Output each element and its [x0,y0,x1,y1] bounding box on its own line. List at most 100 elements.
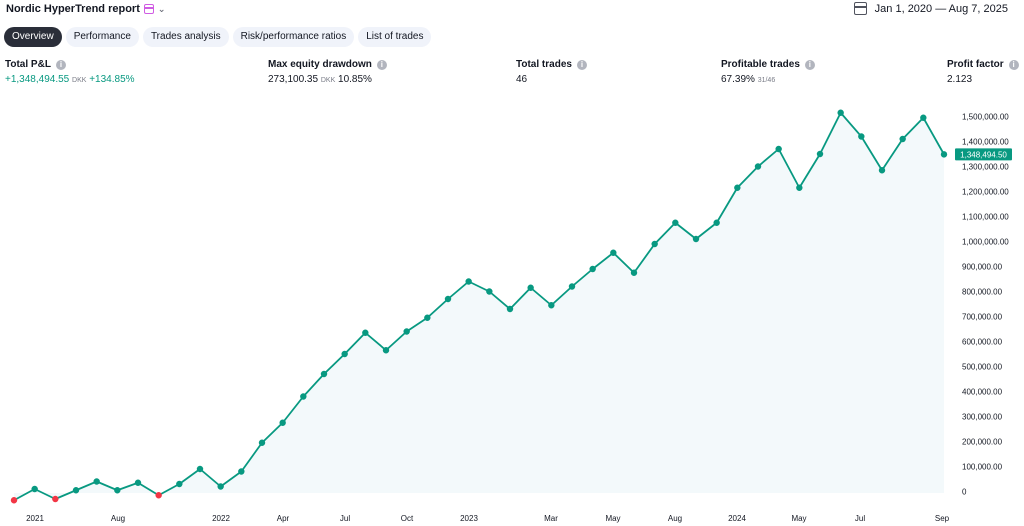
trade-point [754,163,762,170]
info-icon[interactable]: i [804,59,815,70]
max-drawdown-percent: 10.85% [338,74,372,85]
trade-point [320,370,328,378]
y-tick-label: 200,000.00 [962,438,1003,447]
profitable-trades-value: 67.39% [721,74,755,85]
y-tick-label: 700,000.00 [962,313,1003,322]
metric-total-trades: Total trades i 46 [516,59,587,85]
trade-point [258,439,266,446]
trade-point [217,483,224,490]
y-tick-label: 300,000.00 [962,413,1003,422]
tab-performance[interactable]: Performance [65,27,139,47]
tab-trades-analysis[interactable]: Trades analysis [142,27,229,47]
trade-point [734,184,741,191]
trade-point [858,133,865,140]
report-title: Nordic HyperTrend report [6,3,140,15]
loss-trade-point [52,495,59,503]
date-range-picker[interactable]: Jan 1, 2020 — Aug 7, 2025 [853,2,1008,15]
x-tick-label: Jul [340,514,350,523]
x-tick-label: Apr [277,514,290,523]
trade-point [134,479,142,486]
metric-label: Profit factor [947,59,1004,70]
x-tick-label: May [605,514,620,523]
trade-point [196,465,204,473]
trade-point [692,235,700,243]
trade-point [568,283,576,290]
trade-point [444,295,452,303]
trade-point [816,150,824,158]
trade-point [506,305,514,313]
equity-line [13,111,945,502]
trade-point [651,240,658,248]
info-icon[interactable]: i [1008,59,1019,70]
x-tick-label: 2023 [460,514,478,523]
report-tabs: Overview Performance Trades analysis Ris… [4,27,432,47]
info-icon[interactable]: i [55,59,66,70]
trade-point [589,265,596,273]
tab-list-of-trades[interactable]: List of trades [358,27,432,47]
profitable-trades-ratio: 31/46 [757,77,776,84]
metric-max-drawdown: Max equity drawdown i 273,100.35 DKK 10.… [268,59,387,85]
info-icon[interactable]: i [576,59,587,70]
equity-chart[interactable]: 0 100,000.00 200,000.00 300,000.00 400,000.0… [0,96,1024,526]
report-header: Nordic HyperTrend report ⌄ Jan 1, 2020 —… [0,0,1024,22]
trade-point [610,249,617,256]
y-tick-label: 1,000,000.00 [962,238,1009,247]
x-tick-label: 2022 [212,514,230,523]
trade-point [465,278,472,285]
total-pnl-percent: +134.85% [89,74,135,85]
profit-factor-value: 2.123 [947,74,973,85]
trade-point [672,219,679,226]
metric-label: Total trades [516,59,572,70]
trade-point [93,478,100,485]
report-title-dropdown[interactable]: Nordic HyperTrend report ⌄ [6,3,165,15]
trade-point [176,480,183,488]
calendar-icon [143,4,154,14]
chevron-down-icon: ⌄ [157,3,166,14]
max-drawdown-value: 273,100.35 [268,74,319,85]
currency-unit: DKK [320,77,336,84]
loss-trade-point [155,492,162,499]
metric-total-pnl: Total P&L i +1,348,494.55 DKK +134.85% [5,59,135,85]
y-tick-label: 800,000.00 [962,288,1003,297]
x-tick-label: 2021 [26,514,44,523]
x-tick-label: 2024 [728,514,746,523]
total-pnl-value: +1,348,494.55 [5,74,70,85]
y-tick-label: 1,400,000.00 [962,138,1009,147]
total-trades-value: 46 [516,74,528,85]
y-tick-label: 600,000.00 [962,338,1003,347]
trade-point [362,329,369,336]
y-tick-label: 1,100,000.00 [962,213,1009,222]
y-tick-label: 500,000.00 [962,363,1003,372]
trade-point [837,109,844,116]
trade-point [527,284,534,291]
y-tick-label: 1,200,000.00 [962,188,1009,197]
loss-trade-point [10,497,18,504]
trade-point [300,393,307,400]
trade-point [238,468,245,475]
metric-value: 273,100.35 DKK 10.85% [268,74,387,85]
metric-label: Max equity drawdown [268,59,372,70]
trade-point [878,167,886,174]
trade-point [31,485,38,493]
tab-overview[interactable]: Overview [4,27,62,47]
y-tick-label: 900,000.00 [962,263,1003,272]
x-tick-label: May [791,514,806,523]
tab-risk-performance-ratios[interactable]: Risk/performance ratios [232,27,355,47]
info-icon[interactable]: i [376,59,387,70]
trade-point [403,328,410,335]
trade-point [72,487,80,494]
trade-point [899,135,906,143]
trade-point [341,350,348,358]
y-tick-label: 100,000.00 [962,463,1003,472]
y-tick-label: 1,300,000.00 [962,163,1009,172]
x-tick-label: Aug [111,514,125,523]
calendar-icon [853,2,867,15]
x-tick-label: Oct [401,514,414,523]
metric-value: 2.123 [947,74,1019,85]
trade-point [775,145,782,153]
metric-label: Total P&L [5,59,51,70]
trade-point [548,302,555,309]
equity-area [14,112,944,501]
metric-label: Profitable trades [721,59,800,70]
x-tick-label: Sep [935,514,950,523]
